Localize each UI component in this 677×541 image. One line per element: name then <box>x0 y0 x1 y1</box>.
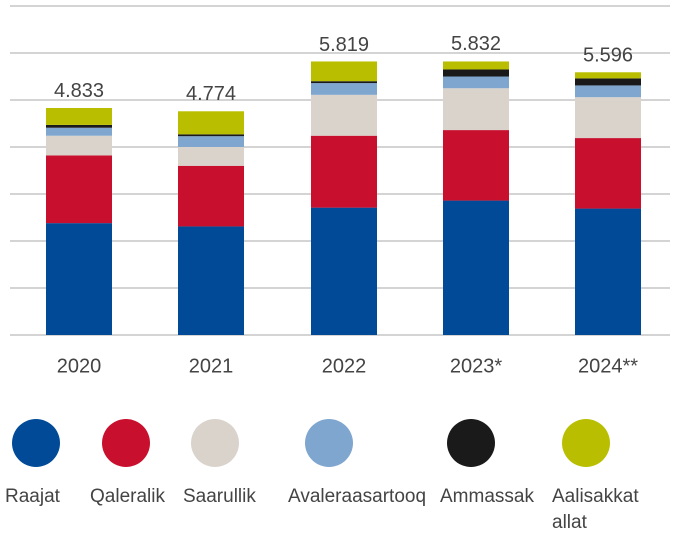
bar-segment <box>178 165 244 227</box>
x-tick-label: 2021 <box>189 355 234 377</box>
bar-segment <box>46 135 112 156</box>
bar-segment <box>575 208 641 335</box>
legend-icon <box>191 419 239 467</box>
bar-segment <box>443 200 509 335</box>
x-tick-label: 2022 <box>322 355 367 377</box>
bar-segment <box>443 76 509 89</box>
x-tick-label: 2020 <box>57 355 102 377</box>
bar-segment <box>575 72 641 79</box>
legend-label: Aalisakkat allat <box>552 486 639 533</box>
bar-segment <box>178 111 244 135</box>
bar-segment <box>178 147 244 166</box>
legend-label: Qaleralik <box>90 486 165 507</box>
bar-segment <box>46 155 112 224</box>
legend-icon <box>12 419 60 467</box>
total-label: 5.832 <box>451 33 501 55</box>
legend-icon <box>562 419 610 467</box>
legend-icon <box>102 419 150 467</box>
x-tick-label: 2024** <box>578 355 638 377</box>
legend-label: Ammassak <box>440 486 534 507</box>
bar-segment <box>575 85 641 98</box>
total-label: 4.774 <box>186 83 236 105</box>
bar-segment <box>443 69 509 77</box>
bar-segment <box>178 134 244 137</box>
bar-segment <box>443 130 509 201</box>
bar-segment <box>46 223 112 335</box>
bar-segment <box>575 138 641 209</box>
bar-segment <box>46 107 112 125</box>
bar-segment <box>311 135 377 208</box>
bar-segment <box>311 81 377 84</box>
bar-segment <box>178 136 244 147</box>
bar-segment <box>443 61 509 70</box>
legend-icon <box>447 419 495 467</box>
bar-segment <box>575 97 641 139</box>
total-label: 5.596 <box>583 44 633 66</box>
total-label: 5.819 <box>319 34 369 56</box>
bar-segment <box>311 94 377 136</box>
bar-segment <box>178 226 244 335</box>
chart: 4.833 2020 4.774 2021 5.819 2022 5.832 2023* 5.5… <box>10 5 670 377</box>
bar-segment <box>443 88 509 131</box>
bar-segment <box>46 124 112 128</box>
bar-segment <box>46 127 112 136</box>
legend-label: Raajat <box>5 486 60 507</box>
legend-label: Saarullik <box>183 486 256 507</box>
total-label: 4.833 <box>54 80 104 102</box>
legend-icon <box>305 419 353 467</box>
bar-segment <box>311 83 377 95</box>
x-tick-label: 2023* <box>450 355 502 377</box>
bar-segment <box>575 78 641 86</box>
bar-segment <box>311 61 377 82</box>
legend-label: Avaleraasartooq <box>288 486 427 507</box>
bar-segment <box>311 207 377 335</box>
